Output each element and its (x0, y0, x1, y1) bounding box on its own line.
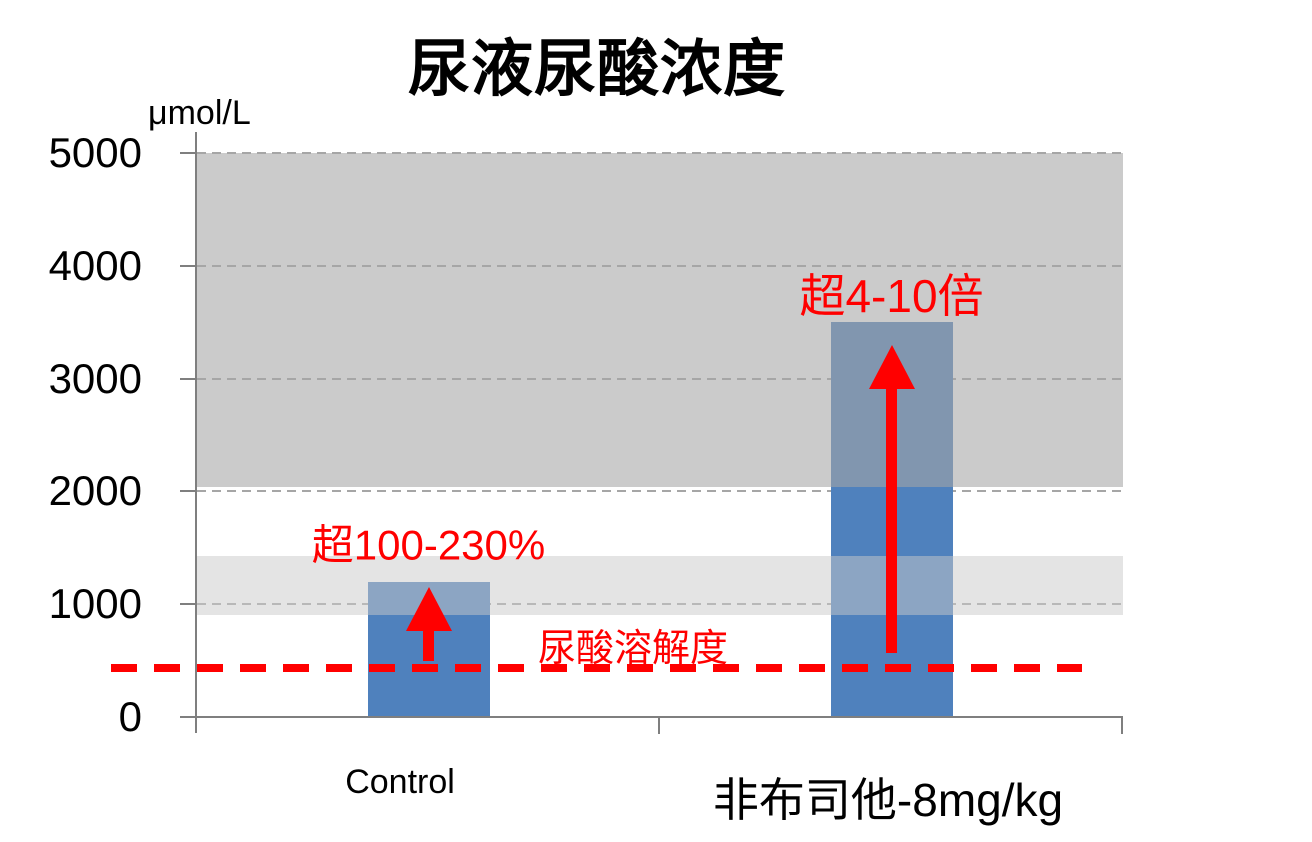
y-gridline (197, 490, 1123, 493)
arrow-shaft-1 (886, 386, 897, 653)
y-axis-unit-label: μmol/L (148, 94, 251, 132)
chart-title: 尿液尿酸浓度 (408, 35, 787, 104)
y-tick-label: 1000 (48, 580, 142, 628)
y-axis-tick (180, 377, 197, 380)
y-tick-label: 0 (118, 693, 142, 740)
x-category-label-0: Control (345, 763, 455, 801)
uric-acid-solubility-label: 尿酸溶解度 (537, 628, 729, 670)
y-axis-tick (180, 490, 197, 493)
upper-gray-band (197, 153, 1123, 487)
y-axis-tick (180, 603, 197, 606)
arrow-shaft-0 (423, 629, 434, 661)
y-axis-tick (180, 716, 197, 718)
annotation-1: 超4-10倍 (799, 269, 984, 322)
y-axis-line (195, 132, 197, 733)
y-axis-tick (180, 152, 197, 154)
y-tick-label: 4000 (48, 241, 142, 289)
y-tick-label: 2000 (48, 467, 142, 515)
y-tick-label: 5000 (48, 129, 142, 176)
x-category-label-1: 非布司他-8mg/kg (712, 774, 1064, 826)
arrow-head-0 (405, 587, 452, 632)
annotation-0: 超100-230% (311, 521, 546, 569)
x-axis-tick (1121, 717, 1123, 734)
arrow-head-1 (868, 344, 915, 389)
lower-gray-band (197, 555, 1123, 616)
y-tick-label: 3000 (48, 354, 142, 402)
x-axis-tick (658, 717, 660, 734)
y-axis-tick (180, 264, 197, 267)
uric-acid-solubility-line (111, 664, 1082, 673)
